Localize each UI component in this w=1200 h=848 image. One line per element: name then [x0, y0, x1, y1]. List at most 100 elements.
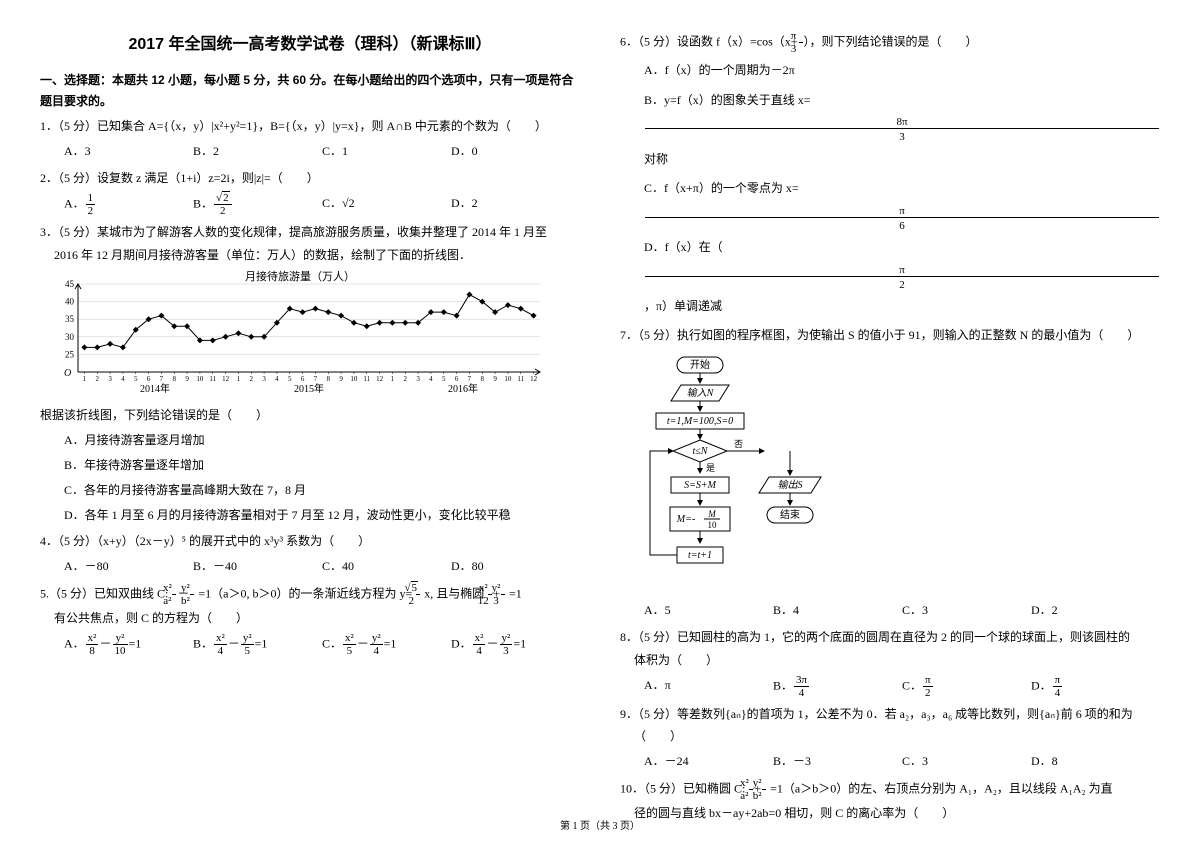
q7-opt-a: A．5: [644, 599, 773, 622]
q9-stem2: （ ）: [620, 725, 1160, 748]
q2-opt-a: A．12: [64, 192, 193, 217]
svg-text:2016年: 2016年: [448, 382, 478, 395]
svg-text:3: 3: [108, 375, 112, 383]
q6-opt-a: A．f（x）的一个周期为－2π: [644, 57, 1160, 85]
q3-opt-c: C．各年的月接待游客量高峰期大致在 7，8 月: [64, 479, 580, 502]
svg-text:10: 10: [350, 375, 358, 383]
svg-text:M: M: [707, 509, 716, 519]
q3-opt-a: A．月接待游客量逐月增加: [64, 429, 580, 452]
svg-text:输入N: 输入N: [687, 387, 715, 399]
svg-text:S=S+M: S=S+M: [684, 480, 716, 491]
svg-text:1: 1: [391, 375, 395, 383]
svg-text:9: 9: [185, 375, 189, 383]
svg-text:M=-: M=-: [676, 514, 695, 525]
svg-text:3: 3: [262, 375, 266, 383]
svg-text:30: 30: [65, 332, 75, 342]
q5-opt-d: D．x²4－y²3=1: [451, 632, 580, 657]
svg-text:25: 25: [65, 350, 75, 360]
svg-text:2: 2: [250, 375, 254, 383]
q9-opt-c: C．3: [902, 750, 1031, 773]
svg-text:8: 8: [481, 375, 485, 383]
q5-opt-c: C．x²5－y²4=1: [322, 632, 451, 657]
svg-text:5: 5: [442, 375, 446, 383]
right-column: 6．（5 分）设函数 f（x）=cos（x+π3），则下列结论错误的是（ ） A…: [620, 30, 1160, 829]
svg-text:t=t+1: t=t+1: [688, 550, 712, 561]
svg-text:11: 11: [209, 375, 216, 383]
question-8: 8．（5 分）已知圆柱的高为 1，它的两个底面的圆周在直径为 2 的同一个球的球…: [620, 626, 1160, 699]
svg-text:45: 45: [65, 279, 75, 289]
q9-opt-a: A．－24: [644, 750, 773, 773]
svg-text:7: 7: [160, 375, 164, 383]
svg-text:11: 11: [363, 375, 370, 383]
svg-text:12: 12: [222, 375, 230, 383]
svg-text:8: 8: [173, 375, 177, 383]
q1-opt-a: A．3: [64, 140, 193, 163]
svg-text:4: 4: [121, 375, 125, 383]
q7-options: A．5 B．4 C．3 D．2: [620, 599, 1160, 622]
svg-text:9: 9: [493, 375, 497, 383]
q8-opt-d: D．π4: [1031, 674, 1160, 699]
svg-text:O: O: [64, 368, 71, 379]
svg-text:2015年: 2015年: [294, 382, 324, 395]
svg-text:5: 5: [288, 375, 292, 383]
q5-stem2: 有公共焦点，则 C 的方程为（ ）: [40, 607, 580, 630]
svg-text:1: 1: [83, 375, 87, 383]
svg-text:6: 6: [147, 375, 151, 383]
svg-text:8: 8: [327, 375, 331, 383]
q4-opt-c: C．40: [322, 555, 451, 578]
q1-opt-d: D．0: [451, 140, 580, 163]
svg-text:40: 40: [65, 297, 75, 307]
q2-options: A．12 B．√22 C．√2 D．2: [40, 192, 580, 217]
q8-opt-b: B．3π4: [773, 674, 902, 699]
svg-text:4: 4: [275, 375, 279, 383]
q7-stem: 7．（5 分）执行如图的程序框图，为使输出 S 的值小于 91，则输入的正整数 …: [620, 324, 1160, 347]
svg-text:2014年: 2014年: [140, 382, 170, 395]
q4-opt-a: A．－80: [64, 555, 193, 578]
q8-stem: 8．（5 分）已知圆柱的高为 1，它的两个底面的圆周在直径为 2 的同一个球的球…: [620, 626, 1160, 649]
flowchart: 开始输入Nt=1,M=100,S=0t≤N是否S=S+MM=-M10t=t+1输…: [620, 353, 1160, 593]
q6-opt-d: D．f（x）在（π2，π）单调递减: [644, 234, 1160, 320]
q5-opt-b: B．x²4－y²5=1: [193, 632, 322, 657]
svg-text:是: 是: [706, 463, 715, 473]
q5-opt-a: A．x²8－y²10=1: [64, 632, 193, 657]
q9-opt-b: B．－3: [773, 750, 902, 773]
q6-opt-b: B．y=f（x）的图象关于直线 x=8π3对称: [644, 87, 1160, 173]
section-heading: 一、选择题：本题共 12 小题，每小题 5 分，共 60 分。在每小题给出的四个…: [40, 70, 580, 111]
svg-text:开始: 开始: [690, 358, 710, 371]
svg-text:t=1,M=100,S=0: t=1,M=100,S=0: [667, 416, 733, 427]
q3-options: A．月接待游客量逐月增加 B．年接待游客量逐年增加 C．各年的月接待游客量高峰期…: [40, 429, 580, 526]
q10-stem: 10．（5 分）已知椭圆 C: x²a²+y²b² =1（a＞b＞0）的左、右顶…: [620, 777, 1160, 802]
left-column: 2017 年全国统一高考数学试卷（理科）（新课标Ⅲ） 一、选择题：本题共 12 …: [40, 30, 580, 829]
svg-text:7: 7: [468, 375, 472, 383]
q3-stem2: 2016 年 12 月期间月接待游客量（单位：万人）的数据，绘制了下面的折线图．: [40, 244, 580, 267]
q8-opt-a: A．π: [644, 674, 773, 699]
page-title: 2017 年全国统一高考数学试卷（理科）（新课标Ⅲ）: [40, 30, 580, 60]
q3-stem: 3．（5 分）某城市为了解游客人数的变化规律，提高旅游服务质量，收集并整理了 2…: [40, 221, 580, 244]
q5-stem: 5.（5 分）已知双曲线 C: x²a²－y²b² =1（a＞0, b＞0）的一…: [40, 582, 580, 607]
q1-stem: 1．（5 分）已知集合 A={（x，y）|x²+y²=1}，B={（x，y）|y…: [40, 115, 580, 138]
svg-text:12: 12: [376, 375, 384, 383]
question-4: 4．（5 分）（x+y）（2x－y）⁵ 的展开式中的 x³y³ 系数为（ ） A…: [40, 530, 580, 578]
q8-options: A．π B．3π4 C．π2 D．π4: [620, 674, 1160, 699]
q2-opt-b: B．√22: [193, 192, 322, 217]
flow-svg: 开始输入Nt=1,M=100,S=0t≤N是否S=S+MM=-M10t=t+1输…: [620, 353, 850, 593]
question-1: 1．（5 分）已知集合 A={（x，y）|x²+y²=1}，B={（x，y）|y…: [40, 115, 580, 163]
question-2: 2．（5 分）设复数 z 满足（1+i）z=2i，则|z|=（ ） A．12 B…: [40, 167, 580, 217]
q5-options: A．x²8－y²10=1 B．x²4－y²5=1 C．x²5－y²4=1 D．x…: [40, 632, 580, 657]
svg-text:7: 7: [314, 375, 318, 383]
q2-opt-d: D．2: [451, 192, 580, 217]
svg-text:11: 11: [517, 375, 524, 383]
svg-text:6: 6: [301, 375, 305, 383]
svg-text:6: 6: [455, 375, 459, 383]
svg-text:5: 5: [134, 375, 138, 383]
question-5: 5.（5 分）已知双曲线 C: x²a²－y²b² =1（a＞0, b＞0）的一…: [40, 582, 580, 657]
q9-opt-d: D．8: [1031, 750, 1160, 773]
chart-svg: 月接待旅游量（万人）4540353025O1234567891011121234…: [50, 270, 550, 400]
q6-stem: 6．（5 分）设函数 f（x）=cos（x+π3），则下列结论错误的是（ ）: [620, 30, 1160, 55]
question-6: 6．（5 分）设函数 f（x）=cos（x+π3），则下列结论错误的是（ ） A…: [620, 30, 1160, 320]
q1-opt-b: B．2: [193, 140, 322, 163]
svg-text:10: 10: [196, 375, 204, 383]
q4-opt-b: B．－40: [193, 555, 322, 578]
q9-options: A．－24 B．－3 C．3 D．8: [620, 750, 1160, 773]
q6-options: A．f（x）的一个周期为－2π B．y=f（x）的图象关于直线 x=8π3对称 …: [620, 57, 1160, 320]
